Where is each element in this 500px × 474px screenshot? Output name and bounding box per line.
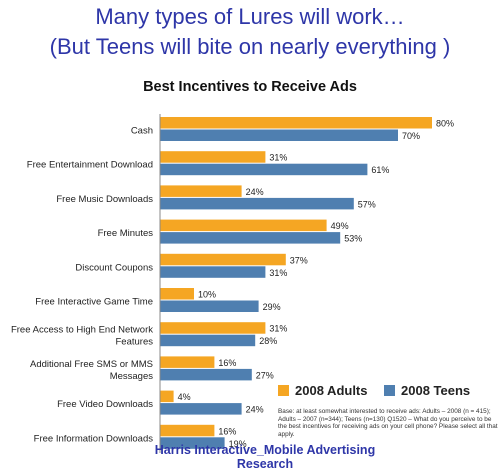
bar-teens [160,368,252,381]
bar-value-label: 70% [402,131,420,141]
bar-adults [160,253,286,266]
bar-adults [160,117,432,129]
bar-value-label: 37% [290,255,308,265]
bar-teens [160,300,259,312]
category-label: Free Music Downloads [56,194,153,205]
category-label: Free Information Downloads [34,433,154,444]
slide-title-line-2: (But Teens will bite on nearly everythin… [49,34,451,59]
bar-teens [160,266,266,278]
legend-item-teens: 2008 Teens [384,383,470,398]
legend-item-adults: 2008 Adults [278,383,368,398]
category-label: Free Interactive Game Time [35,297,153,308]
legend-label-teens: 2008 Teens [401,383,471,398]
bar-adults [160,322,266,334]
bar-value-label: 57% [358,199,376,209]
bar-value-label: 31% [269,324,287,334]
chart-title: Best Incentives to Receive Ads [143,79,357,95]
bar-value-label: 27% [256,370,274,380]
bar-teens [160,232,341,244]
category-label: Free Entertainment Download [27,160,153,171]
bar-teens [160,129,398,141]
bar-value-label: 80% [436,119,454,129]
bar-adults [160,390,174,403]
category-label: Free Video Downloads [57,399,153,410]
bar-value-label: 61% [371,165,389,175]
bar-value-label: 16% [218,358,236,368]
bar-value-label: 16% [218,426,236,436]
category-label: Discount Coupons [75,262,153,273]
category-label: Cash [131,126,153,137]
bar-adults [160,424,215,437]
bar-adults [160,185,242,197]
category-label: Messages [110,371,154,382]
bar-teens [160,163,368,176]
bar-value-label: 31% [269,153,287,163]
bar-adults [160,151,266,163]
category-label: Free Access to High End Network [11,325,153,336]
bar-teens [160,437,225,449]
bar-teens [160,197,354,210]
legend-label-adults: 2008 Adults [295,383,368,398]
slide-title-line-1: Many types of Lures will work… [95,4,405,29]
bar-value-label: 4% [178,392,191,402]
bar-value-label: 28% [259,336,277,346]
category-label: Additional Free SMS or MMS [30,359,153,370]
bar-value-label: 49% [331,221,349,231]
bar-adults [160,356,215,368]
base-note: Base: at least somewhat interested to re… [278,408,498,438]
bar-value-label: 31% [269,268,287,278]
bar-value-label: 19% [229,439,247,449]
bar-value-label: 10% [198,290,216,300]
bar-value-label: 53% [344,234,362,244]
bar-adults [160,288,194,300]
bar-value-label: 24% [246,405,264,415]
bar-value-label: 29% [263,302,281,312]
bar-teens [160,403,242,415]
legend-swatch-adults [278,385,289,396]
category-label: Features [116,337,154,348]
category-label: Free Minutes [98,228,154,239]
bar-value-label: 24% [246,187,264,197]
legend-swatch-teens [384,385,395,396]
source-credit: Harris Interactive_Mobile Advertising Re… [154,443,376,471]
bar-teens [160,334,256,347]
bar-adults [160,219,327,232]
